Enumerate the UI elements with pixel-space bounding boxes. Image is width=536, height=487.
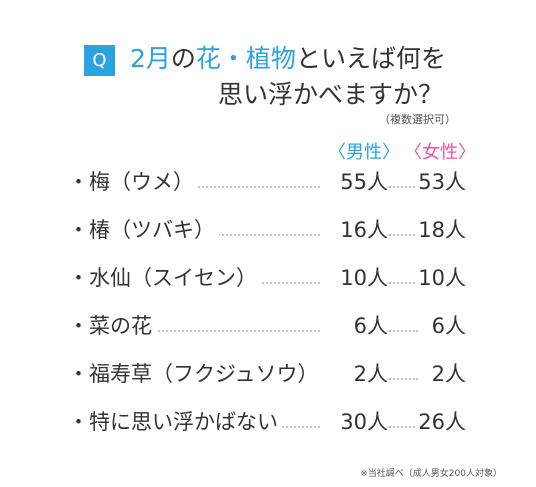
male-count: 2人 [350, 354, 388, 394]
female-count: 6人 [428, 306, 466, 346]
title-accent-flower: 花・植物 [195, 44, 296, 73]
title-text-2: といえば何を [295, 44, 446, 73]
dot-leader [150, 234, 320, 236]
row-label: ・梅（ウメ） [68, 162, 198, 202]
dot-leader [358, 378, 418, 380]
title-accent-month: 2月 [130, 44, 171, 73]
table-row: ・福寿草（フクジュソウ） 2人 2人 [0, 354, 536, 394]
table-row: ・椿（ツバキ） 16人 18人 [0, 210, 536, 250]
female-count: 18人 [415, 210, 466, 250]
table-row: ・特に思い浮かばない 30人 26人 [0, 402, 536, 442]
male-count: 10人 [337, 258, 388, 298]
female-count: 26人 [415, 402, 466, 442]
male-count: 55人 [337, 162, 388, 202]
column-header-male: 〈男性〉 [328, 142, 400, 163]
column-header-female: 〈女性〉 [404, 142, 476, 163]
page-title: 2月の花・植物といえば何を [130, 40, 446, 78]
multiple-choice-note: （複数選択可） [379, 113, 456, 126]
dot-leader [150, 330, 320, 332]
dot-leader [150, 186, 320, 188]
dot-leader [358, 330, 418, 332]
table-row: ・菜の花 6人 6人 [0, 306, 536, 346]
title-text-1: の [170, 44, 196, 73]
row-label: ・特に思い浮かばない [68, 402, 282, 442]
question-badge: Q [84, 45, 115, 76]
male-count: 30人 [337, 402, 388, 442]
table-row: ・水仙（スイセン） 10人 10人 [0, 258, 536, 298]
dot-leader [358, 282, 418, 284]
male-count: 6人 [350, 306, 388, 346]
row-label: ・水仙（スイセン） [68, 258, 261, 298]
footnote: ※当社調べ（成人男女200人対象） [360, 469, 502, 479]
table-row: ・梅（ウメ） 55人 53人 [0, 162, 536, 202]
row-label: ・菜の花 [68, 306, 156, 346]
dot-leader [358, 186, 418, 188]
female-count: 2人 [428, 354, 466, 394]
row-label: ・福寿草（フクジュソウ） [68, 354, 323, 394]
dot-leader [358, 234, 418, 236]
row-label: ・椿（ツバキ） [68, 210, 219, 250]
page-title-line-2: 思い浮かべますか？ [218, 80, 444, 109]
dot-leader [358, 426, 418, 428]
female-count: 10人 [415, 258, 466, 298]
female-count: 53人 [415, 162, 466, 202]
male-count: 16人 [337, 210, 388, 250]
